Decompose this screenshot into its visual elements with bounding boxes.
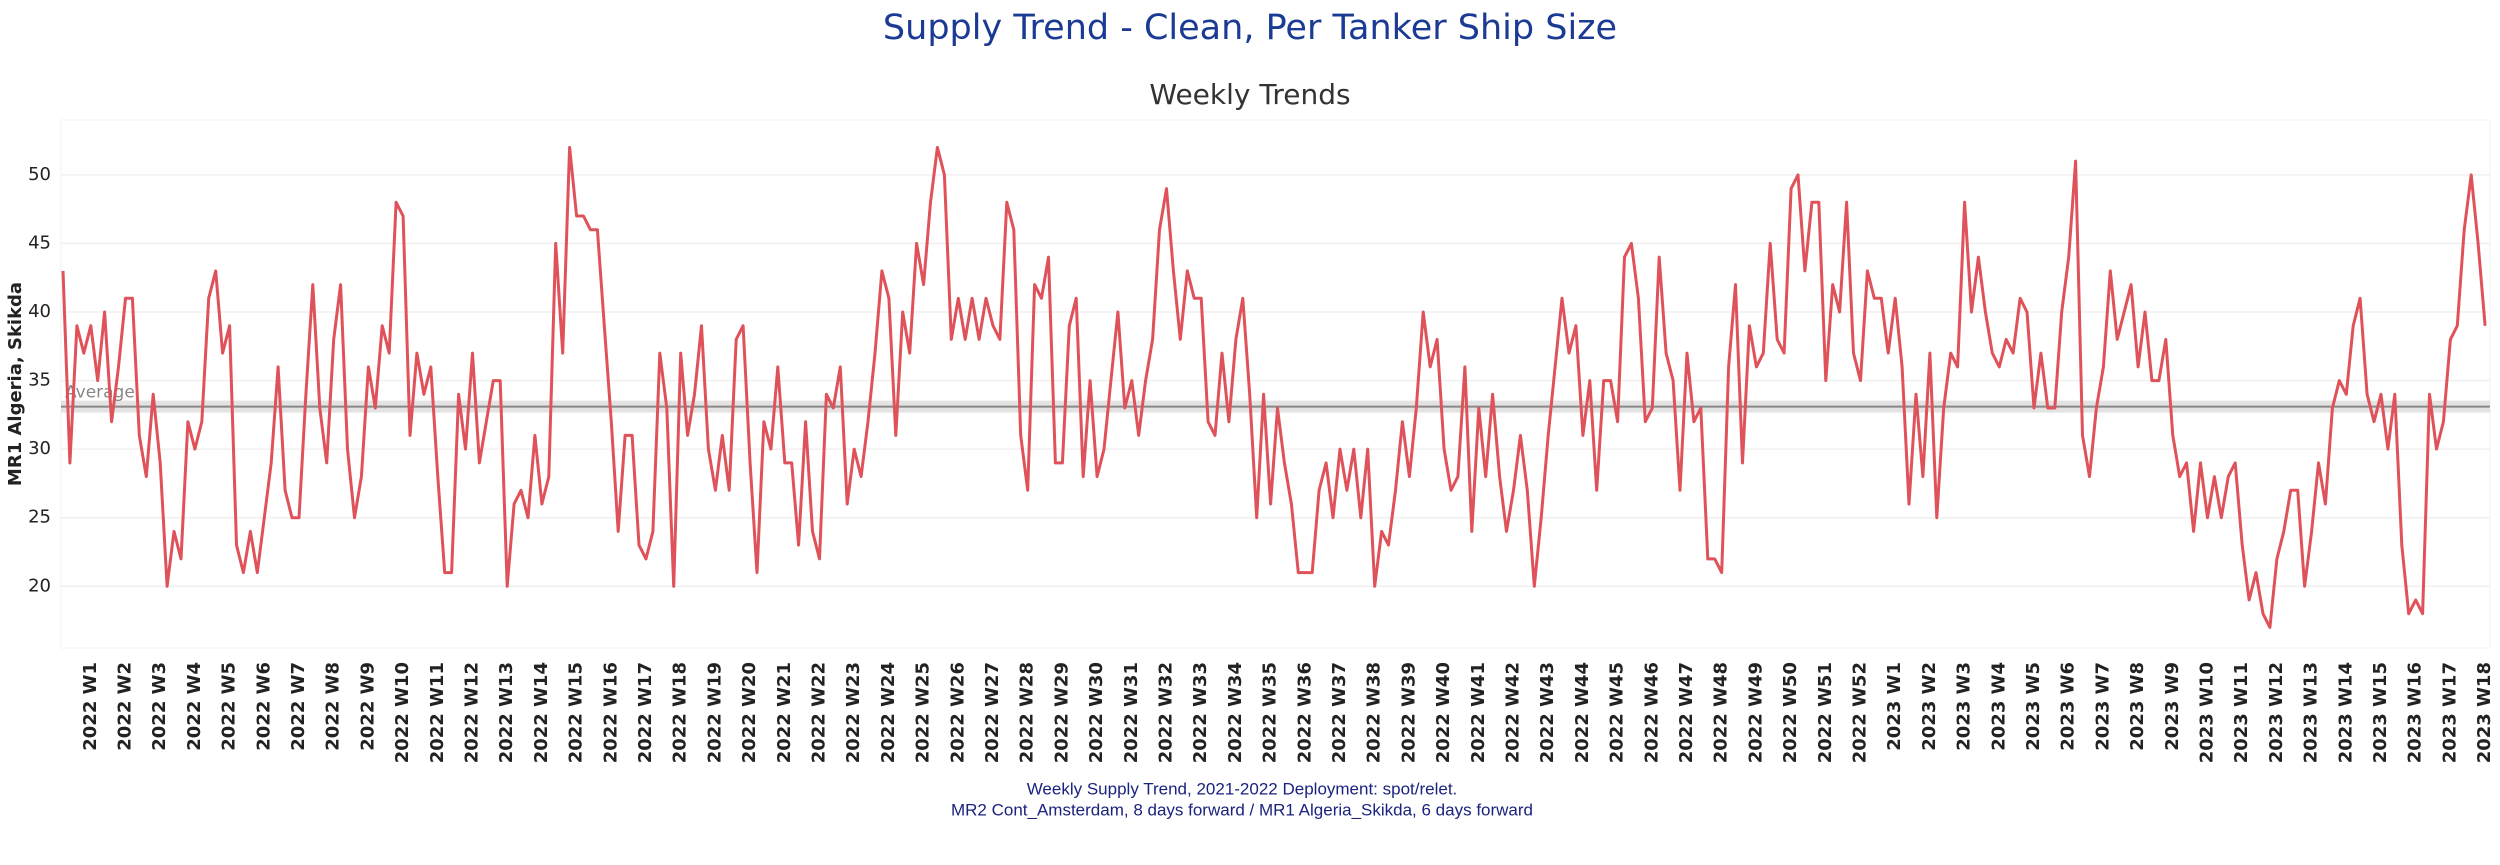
x-tick-label: 2023 W12 <box>2266 662 2287 763</box>
x-tick-label: 2023 W1 <box>1884 662 1905 751</box>
y-tick-label: 40 <box>28 301 51 322</box>
x-tick-label: 2023 W8 <box>2127 662 2148 751</box>
x-tick-label: 2023 W15 <box>2370 662 2391 763</box>
x-tick-label: 2022 W12 <box>461 662 482 763</box>
x-tick-label: 2022 W24 <box>878 662 899 763</box>
x-tick-label: 2023 W14 <box>2335 662 2356 763</box>
x-tick-label: 2023 W6 <box>2058 662 2079 751</box>
x-tick-label: 2023 W16 <box>2405 662 2426 763</box>
x-tick-label: 2022 W45 <box>1607 662 1628 763</box>
x-tick-label: 2022 W23 <box>843 662 864 763</box>
footer-line: Weekly Supply Trend, 2021-2022 Deploymen… <box>1027 779 1458 798</box>
x-tick-label: 2022 W31 <box>1121 662 1142 763</box>
x-tick-label: 2022 W46 <box>1641 662 1662 763</box>
x-tick-label: 2022 W4 <box>184 662 205 751</box>
x-tick-label: 2023 W18 <box>2474 662 2495 763</box>
x-tick-label: 2022 W36 <box>1294 662 1315 763</box>
x-tick-label: 2022 W41 <box>1468 662 1489 763</box>
x-tick-label: 2022 W5 <box>219 662 240 751</box>
x-tick-label: 2022 W26 <box>947 662 968 763</box>
y-tick-label: 20 <box>28 575 51 596</box>
footer-line: MR2 Cont_Amsterdam, 8 days forward / MR1… <box>951 800 1533 819</box>
x-tick-label: 2022 W39 <box>1398 662 1419 763</box>
x-tick-label: 2022 W49 <box>1745 662 1766 763</box>
x-tick-label: 2023 W17 <box>2439 662 2460 763</box>
x-tick-label: 2022 W44 <box>1572 662 1593 763</box>
x-tick-label: 2022 W1 <box>80 662 101 751</box>
x-tick-label: 2022 W11 <box>427 662 448 763</box>
x-tick-label: 2022 W33 <box>1190 662 1211 763</box>
x-tick-label: 2022 W10 <box>392 662 413 763</box>
x-tick-label: 2022 W38 <box>1364 662 1385 763</box>
x-tick-label: 2023 W10 <box>2196 662 2217 763</box>
x-tick-label: 2022 W50 <box>1780 662 1801 763</box>
x-tick-label: 2022 W22 <box>808 662 829 763</box>
x-tick-label: 2022 W40 <box>1433 662 1454 763</box>
x-tick-label: 2022 W42 <box>1502 662 1523 763</box>
x-tick-label: 2022 W30 <box>1086 662 1107 763</box>
x-tick-label: 2022 W3 <box>149 662 170 751</box>
series-line <box>61 145 2487 629</box>
y-tick-label: 25 <box>28 507 51 528</box>
x-tick-label: 2023 W9 <box>2162 662 2183 751</box>
x-tick-label: 2022 W18 <box>670 662 691 763</box>
x-tick-label: 2022 W2 <box>114 662 135 751</box>
plot-background <box>60 119 2491 649</box>
x-tick-label: 2022 W37 <box>1329 662 1350 763</box>
x-tick-label: 2022 W16 <box>600 662 621 763</box>
x-tick-label: 2022 W8 <box>323 662 344 751</box>
x-tick-label: 2022 W7 <box>288 662 309 751</box>
x-tick-label: 2022 W20 <box>739 662 760 763</box>
x-tick-label: 2022 W52 <box>1849 662 1870 763</box>
x-tick-label: 2023 W13 <box>2301 662 2322 763</box>
x-tick-label: 2022 W34 <box>1225 662 1246 763</box>
x-tick-label: 2022 W13 <box>496 662 517 763</box>
x-tick-label: 2022 W9 <box>357 662 378 751</box>
x-tick-label: 2023 W2 <box>1919 662 1940 751</box>
y-tick-label: 35 <box>28 370 51 391</box>
y-axis-title: MR1 Algeria, Skikda <box>5 282 26 486</box>
average-label: Average <box>65 383 135 403</box>
x-tick-label: 2022 W21 <box>774 662 795 763</box>
x-tick-label: 2022 W27 <box>982 662 1003 763</box>
y-tick-label: 45 <box>28 232 51 253</box>
chart-subtitle: Weekly Trends <box>1149 78 1350 111</box>
x-tick-label: 2023 W11 <box>2231 662 2252 763</box>
x-tick-label: 2023 W5 <box>2023 662 2044 751</box>
x-tick-label: 2022 W29 <box>1051 662 1072 763</box>
y-tick-label: 50 <box>28 164 51 185</box>
y-tick-label: 30 <box>28 438 51 459</box>
x-tick-label: 2022 W6 <box>253 662 274 751</box>
chart-title: Supply Trend - Clean, Per Tanker Ship Si… <box>883 8 1617 48</box>
x-tick-label: 2022 W43 <box>1537 662 1558 763</box>
x-tick-label: 2022 W28 <box>1017 662 1038 763</box>
x-tick-label: 2022 W14 <box>531 662 552 763</box>
x-tick-label: 2022 W17 <box>635 662 656 763</box>
x-tick-label: 2022 W32 <box>1155 662 1176 763</box>
x-tick-label: 2022 W19 <box>704 662 725 763</box>
x-tick-label: 2022 W48 <box>1711 662 1732 763</box>
x-tick-label: 2022 W51 <box>1815 662 1836 763</box>
x-tick-label: 2022 W35 <box>1260 662 1281 763</box>
x-tick-label: 2022 W25 <box>913 662 934 763</box>
x-tick-label: 2022 W47 <box>1676 662 1697 763</box>
x-tick-label: 2023 W3 <box>1954 662 1975 751</box>
x-tick-label: 2022 W15 <box>566 662 587 763</box>
x-tick-label: 2023 W7 <box>2092 662 2113 751</box>
x-tick-label: 2023 W4 <box>1988 662 2009 751</box>
